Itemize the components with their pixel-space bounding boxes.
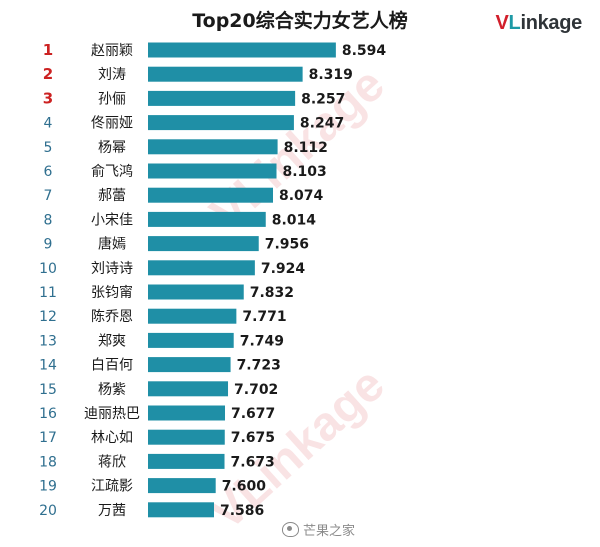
bar: [148, 357, 231, 373]
rank-label: 3: [43, 89, 53, 107]
bar: [148, 405, 226, 421]
bar: [148, 332, 234, 348]
value-label: 7.771: [242, 309, 286, 325]
category-label: 蒋欣: [98, 454, 126, 470]
category-label: 佟丽娅: [91, 116, 133, 132]
category-label: 孙俪: [98, 91, 126, 107]
bar: [148, 429, 225, 445]
value-label: 7.832: [250, 285, 294, 301]
source-name: 芒果之家: [303, 524, 356, 539]
rank-label: 9: [44, 237, 53, 253]
bar: [148, 284, 244, 300]
rank-label: 8: [44, 212, 53, 228]
value-label: 8.014: [272, 212, 317, 228]
rank-label: 17: [39, 430, 57, 446]
value-label: 8.074: [279, 188, 324, 204]
value-label: 7.702: [234, 382, 278, 398]
rank-label: 16: [39, 406, 57, 422]
rank-label: 13: [39, 333, 57, 349]
value-label: 7.586: [220, 503, 264, 519]
category-label: 迪丽热巴: [84, 406, 140, 422]
value-label: 7.749: [240, 333, 284, 349]
value-label: 7.677: [231, 406, 275, 422]
category-label: 郑爽: [98, 333, 126, 349]
rank-label: 10: [39, 261, 57, 277]
category-label: 万茜: [98, 503, 126, 519]
rank-label: 19: [39, 479, 57, 495]
category-label: 赵丽颖: [91, 43, 133, 59]
category-label: 江疏影: [91, 479, 133, 495]
rank-label: 11: [39, 285, 57, 301]
category-label: 杨幂: [98, 140, 126, 156]
bar: [148, 139, 278, 155]
rank-label: 1: [43, 41, 53, 59]
category-label: 陈乔恩: [91, 308, 133, 325]
category-label: 俞飞鸿: [91, 163, 133, 180]
value-label: 8.103: [283, 164, 327, 180]
chart-title: Top20综合实力女艺人榜: [192, 10, 408, 32]
bar: [148, 381, 229, 397]
category-label: 刘诗诗: [91, 261, 133, 277]
rank-label: 12: [39, 309, 57, 325]
value-label: 7.600: [222, 479, 267, 495]
weibo-icon: [282, 522, 299, 537]
bar: [148, 90, 296, 106]
bar: [148, 66, 303, 82]
vlinkage-logo: VLinkage: [495, 12, 582, 34]
bar: [148, 478, 216, 494]
value-label: 7.956: [265, 237, 309, 253]
rank-label: 18: [39, 454, 57, 470]
value-label: 7.924: [261, 261, 306, 277]
rank-label: 5: [44, 140, 53, 156]
rank-label: 7: [44, 188, 53, 204]
value-label: 8.257: [301, 91, 345, 107]
category-label: 唐嫣: [98, 236, 126, 253]
value-label: 8.247: [300, 116, 344, 132]
rank-label: 4: [44, 116, 53, 132]
rank-label: 6: [44, 164, 53, 180]
bar: [148, 211, 266, 227]
rank-label: 20: [39, 503, 57, 519]
value-label: 7.675: [231, 430, 275, 446]
bar: [148, 42, 336, 58]
value-label: 8.594: [342, 43, 387, 59]
rank-label: 14: [39, 358, 57, 374]
category-label: 小宋佳: [91, 212, 133, 228]
bar: [148, 236, 259, 252]
value-label: 7.673: [231, 454, 275, 470]
bar: [148, 187, 273, 203]
value-label: 7.723: [237, 358, 281, 374]
category-label: 白百何: [91, 358, 133, 374]
category-label: 刘涛: [98, 67, 126, 83]
category-label: 张钧甯: [91, 284, 133, 301]
bar: [148, 453, 225, 469]
source-credit: 芒果之家: [282, 520, 355, 539]
category-label: 杨紫: [98, 382, 126, 398]
category-label: 林心如: [91, 430, 133, 446]
bar: [148, 502, 214, 518]
bar: [148, 308, 237, 324]
value-label: 8.112: [284, 140, 328, 156]
bar: [148, 115, 294, 131]
rank-label: 15: [39, 382, 57, 398]
bar: [148, 260, 255, 276]
value-label: 8.319: [309, 67, 353, 83]
bar: [148, 163, 277, 179]
category-label: 郝蕾: [98, 188, 126, 204]
rank-label: 2: [43, 65, 53, 83]
